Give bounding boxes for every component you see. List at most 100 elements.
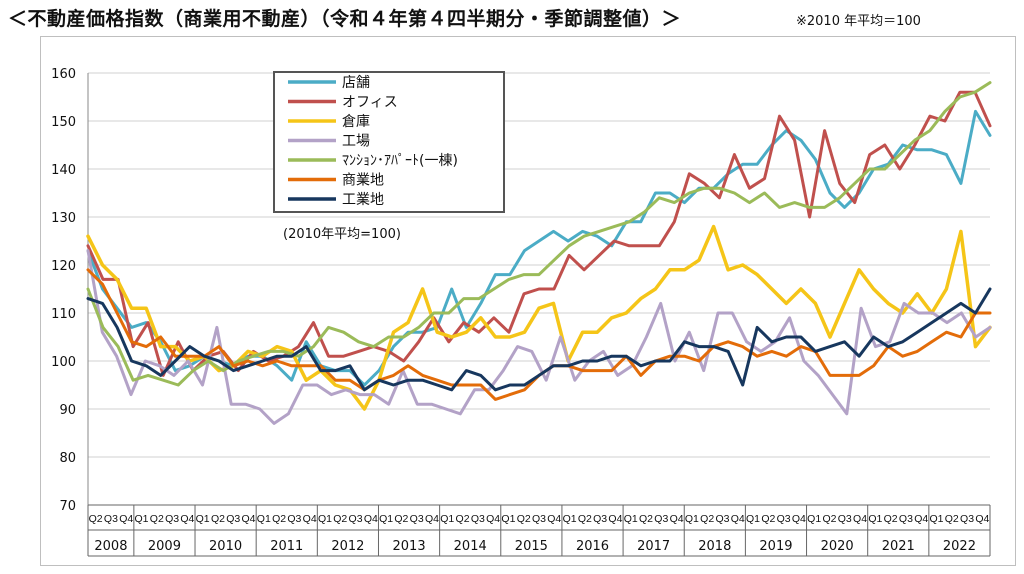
x-tick-quarter: Q2 — [150, 513, 164, 525]
x-tick-quarter: Q1 — [379, 513, 393, 525]
x-tick-quarter: Q3 — [838, 513, 852, 525]
x-tick-quarter: Q4 — [303, 513, 317, 525]
x-tick-quarter: Q3 — [287, 513, 301, 525]
x-tick-quarter: Q3 — [471, 513, 485, 525]
x-tick-year: 2022 — [943, 539, 976, 554]
x-tick-quarter: Q4 — [486, 513, 500, 525]
x-tick-quarter: Q3 — [165, 513, 179, 525]
x-tick-year: 2016 — [576, 539, 609, 554]
y-axis: 70 80 90 100 110 120 130 140 150 160 — [51, 67, 89, 514]
x-tick-quarter: Q4 — [547, 513, 561, 525]
x-tick-quarter: Q3 — [654, 513, 668, 525]
y-tick-label: 140 — [51, 163, 76, 178]
x-tick-quarter: Q4 — [425, 513, 439, 525]
chart-annotation: (2010年平均=100) — [283, 227, 401, 242]
x-tick-year: 2013 — [393, 539, 426, 554]
x-tick-quarter: Q4 — [731, 513, 745, 525]
y-tick-label: 70 — [59, 499, 76, 514]
x-tick-quarter: Q1 — [318, 513, 332, 525]
x-tick-quarter: Q3 — [226, 513, 240, 525]
y-tick-label: 110 — [51, 307, 76, 322]
x-tick-quarter: Q2 — [884, 513, 898, 525]
legend-label: 工業地 — [342, 192, 384, 208]
x-tick-quarter: Q4 — [364, 513, 378, 525]
x-tick-quarter: Q1 — [440, 513, 454, 525]
x-tick-quarter: Q3 — [777, 513, 791, 525]
x-tick-quarter: Q3 — [899, 513, 913, 525]
series-line-1 — [86, 90, 992, 377]
x-tick-quarter: Q4 — [975, 513, 989, 525]
x-tick-quarter: Q1 — [624, 513, 638, 525]
x-tick-quarter: Q4 — [914, 513, 928, 525]
legend-label: 商業地 — [342, 173, 384, 189]
x-tick-quarter: Q2 — [822, 513, 836, 525]
x-tick-quarter: Q4 — [608, 513, 622, 525]
base-year-note: ※2010 年平均＝100 — [796, 14, 921, 29]
x-tick-quarter: Q3 — [593, 513, 607, 525]
x-tick-year: 2017 — [637, 539, 670, 554]
x-tick-year: 2020 — [821, 539, 854, 554]
y-tick-label: 100 — [51, 355, 76, 370]
x-tick-year: 2010 — [209, 539, 242, 554]
x-tick-quarter: Q2 — [639, 513, 653, 525]
chart-title: ＜不動産価格指数（商業用不動産）（令和４年第４四半期分・季節調整値）＞ — [8, 8, 682, 30]
x-tick-quarter: Q2 — [945, 513, 959, 525]
legend-label: 倉庫 — [342, 113, 370, 130]
legend-label: オフィス — [342, 95, 398, 111]
y-tick-label: 120 — [51, 259, 76, 274]
legend-label: 店舗 — [342, 75, 370, 91]
y-tick-label: 130 — [51, 211, 76, 226]
x-tick-year: 2011 — [270, 539, 303, 554]
x-tick-year: 2014 — [454, 539, 487, 554]
x-tick-year: 2019 — [759, 539, 792, 554]
x-tick-quarter: Q1 — [196, 513, 210, 525]
x-tick-quarter: Q3 — [532, 513, 546, 525]
legend-label: 工場 — [342, 134, 370, 150]
x-tick-quarter: Q4 — [180, 513, 194, 525]
x-tick-year: 2009 — [148, 539, 181, 554]
x-tick-quarter: Q3 — [349, 513, 363, 525]
x-tick-quarter: Q2 — [333, 513, 347, 525]
x-tick-quarter: Q2 — [700, 513, 714, 525]
x-tick-year: 2021 — [882, 539, 915, 554]
x-tick-quarter: Q2 — [517, 513, 531, 525]
x-tick-quarter: Q3 — [960, 513, 974, 525]
x-tick-quarter: Q2 — [211, 513, 225, 525]
series-line-2 — [86, 224, 992, 411]
x-tick-quarter: Q4 — [119, 513, 133, 525]
x-tick-quarter: Q4 — [242, 513, 256, 525]
x-tick-quarter: Q1 — [257, 513, 271, 525]
x-axis: Q2 Q3 Q4 Q1 Q2 Q3 Q4 Q1 Q2 Q3 Q4 Q1 Q2 Q3 Q4 Q1 Q2 Q3 Q4 Q1… — [87, 504, 991, 557]
x-tick-quarter: Q2 — [272, 513, 286, 525]
x-tick-year: 2008 — [94, 539, 127, 554]
x-tick-quarter: Q1 — [135, 513, 149, 525]
series-lines — [86, 81, 992, 425]
legend-label: ﾏﾝｼｮﾝ･ｱﾊﾟｰﾄ(一棟) — [342, 153, 458, 169]
x-tick-quarter: Q1 — [685, 513, 699, 525]
x-tick-quarter: Q2 — [394, 513, 408, 525]
x-tick-quarter: Q4 — [670, 513, 684, 525]
x-tick-quarter: Q1 — [746, 513, 760, 525]
x-tick-quarter: Q1 — [563, 513, 577, 525]
x-tick-year: 2015 — [515, 539, 548, 554]
x-tick-quarter: Q3 — [104, 513, 118, 525]
x-tick-quarter: Q4 — [792, 513, 806, 525]
x-tick-quarter: Q2 — [89, 513, 103, 525]
x-tick-year: 2018 — [698, 539, 731, 554]
series-line-0 — [86, 109, 992, 387]
y-tick-label: 80 — [59, 451, 76, 466]
x-tick-quarter: Q1 — [868, 513, 882, 525]
x-tick-quarter: Q1 — [807, 513, 821, 525]
y-tick-label: 150 — [51, 115, 76, 130]
x-tick-quarter: Q3 — [715, 513, 729, 525]
x-tick-quarter: Q2 — [761, 513, 775, 525]
series-line-6 — [86, 287, 992, 392]
series-line-4 — [86, 81, 992, 387]
y-tick-label: 90 — [59, 403, 76, 418]
x-tick-quarter: Q1 — [501, 513, 515, 525]
y-tick-label: 160 — [51, 67, 76, 82]
x-tick-year: 2012 — [331, 539, 364, 554]
chart-frame — [40, 36, 1016, 566]
